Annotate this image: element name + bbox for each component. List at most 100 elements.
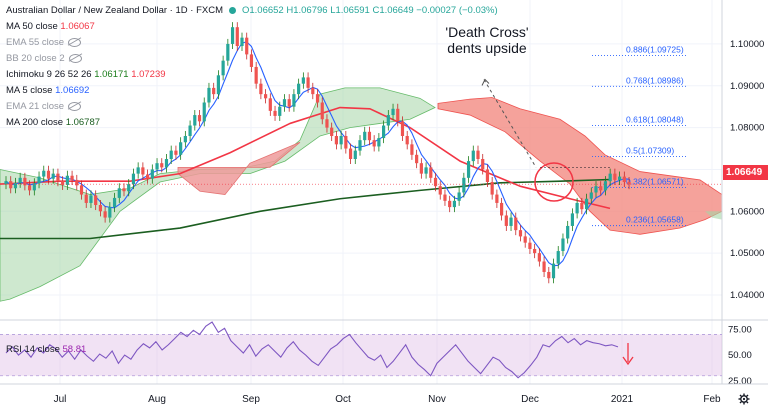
candle-body: [179, 142, 183, 155]
candle-body: [320, 102, 324, 120]
trend-line: [483, 79, 537, 168]
candle-body: [79, 185, 84, 195]
candle-body: [254, 66, 258, 84]
time-tick: 2021: [611, 394, 634, 405]
candle-body: [150, 169, 154, 179]
current-price-label: 1.06649: [723, 165, 768, 180]
crossover-circle: [534, 162, 574, 202]
fib-label: 0.382(1.06571): [626, 176, 684, 186]
candle-body: [613, 173, 617, 180]
fib-label: 0.768(1.08986): [626, 75, 684, 85]
candle-body: [575, 202, 579, 214]
candle-body: [622, 176, 626, 183]
candle-body: [452, 200, 456, 208]
candle-body: [164, 159, 169, 168]
analysis-markup: [0, 78, 722, 202]
candle-body: [462, 177, 466, 193]
candle-body: [32, 183, 36, 191]
candle-body: [155, 163, 159, 170]
down-arrow-icon: [622, 356, 634, 366]
candle-body: [103, 211, 107, 218]
candle-body: [249, 54, 254, 67]
candle-body: [476, 150, 480, 159]
candle-body: [523, 236, 527, 243]
candle-body: [226, 43, 230, 61]
candle-body: [202, 102, 206, 122]
rsi-tick: 75.00: [728, 324, 752, 335]
price-tick: 1.09000: [730, 81, 764, 92]
fibonacci-levels: 0.886(1.09725) 0.768(1.08986) 0.618(1.0804…: [592, 44, 686, 227]
candle-body: [188, 125, 192, 136]
candle-body: [358, 140, 362, 151]
price-tick: 1.06000: [730, 206, 764, 217]
candle-body: [443, 194, 447, 201]
candle-body: [292, 94, 296, 107]
candle-body: [382, 125, 386, 139]
candle-body: [419, 163, 423, 174]
candle-body: [311, 87, 315, 95]
candle-body: [438, 186, 442, 195]
candle-body: [556, 251, 560, 264]
candle-body: [18, 177, 22, 183]
candle-body: [9, 181, 13, 189]
candle-body: [174, 150, 178, 155]
time-tick: Feb: [703, 394, 721, 405]
candle-body: [4, 181, 8, 185]
candle-body: [471, 150, 475, 162]
candle-body: [396, 108, 400, 122]
candle-body: [618, 176, 622, 180]
candle-body: [56, 173, 60, 182]
time-tick: Dec: [521, 394, 539, 405]
candle-body: [377, 138, 381, 147]
candle-body: [339, 135, 343, 145]
candle-body: [424, 167, 428, 174]
candle-body: [141, 167, 145, 175]
candle-body: [136, 167, 140, 174]
candle-body: [570, 213, 574, 226]
candle-body: [268, 98, 272, 111]
candle-body: [344, 135, 348, 149]
fib-label: 0.618(1.08048): [626, 115, 684, 125]
ichimoku-cloud: [0, 87, 723, 302]
kumo-bearish: [177, 141, 301, 195]
ma50-line: [0, 106, 611, 210]
time-tick: Aug: [148, 394, 166, 405]
candle-body: [183, 135, 187, 143]
ma200-path: [0, 178, 611, 240]
candle-body: [297, 83, 301, 95]
candle-body: [566, 225, 570, 239]
candle-body: [28, 185, 32, 191]
candle-body: [551, 263, 556, 279]
price-tick: 1.10000: [730, 39, 764, 50]
candle-body: [509, 217, 513, 226]
candle-body: [108, 207, 112, 218]
fib-label: 0.886(1.09725): [626, 44, 684, 54]
candle-body: [547, 271, 551, 279]
fib-label: 0.236(1.05658): [626, 215, 684, 225]
candle-body: [301, 77, 305, 84]
rsi-tick: 50.00: [728, 350, 752, 361]
candle-body: [146, 174, 150, 179]
candle-body: [65, 175, 69, 185]
time-tick: Sep: [242, 394, 260, 405]
candle-body: [278, 106, 282, 116]
candle-body: [627, 182, 631, 185]
gear-icon[interactable]: [738, 393, 750, 405]
candle-body: [160, 163, 164, 168]
arrow-head-icon: [481, 78, 490, 86]
candle-body: [528, 242, 532, 249]
candle-body: [315, 94, 320, 103]
candle-body: [500, 202, 504, 216]
rsi-tick: 25.00: [728, 376, 752, 387]
candle-body: [363, 131, 367, 141]
time-axis: Jul Aug Sep Oct Nov Dec 2021 Feb: [0, 383, 768, 405]
rsi-band: [0, 334, 722, 376]
candle-body: [216, 75, 220, 95]
time-tick: Oct: [335, 394, 351, 405]
candle-body: [599, 186, 603, 191]
candle-body: [466, 161, 471, 178]
candle-body: [603, 181, 608, 191]
candle-body: [240, 37, 244, 47]
rsi-line: [5, 321, 619, 379]
